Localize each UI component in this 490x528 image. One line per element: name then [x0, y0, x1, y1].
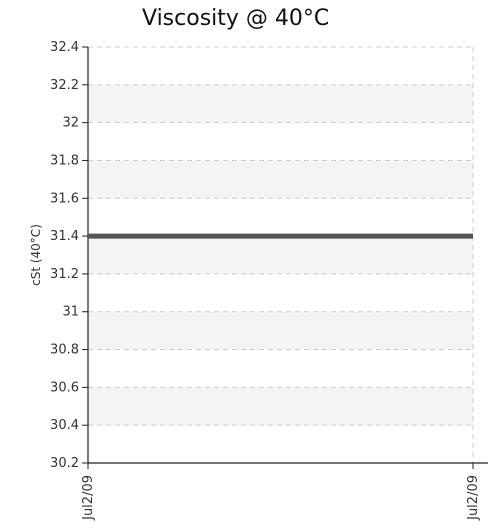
grid-lines — [87, 46, 474, 463]
grid-band — [88, 311, 473, 350]
y-tick-label: 31.6 — [50, 191, 79, 206]
grid-band — [88, 236, 473, 274]
axes — [87, 47, 488, 464]
grid-band — [88, 387, 473, 426]
y-tick-label: 32.2 — [50, 78, 79, 93]
y-tick-label: 30.6 — [50, 380, 79, 395]
chart-title: Viscosity @ 40°C — [142, 6, 329, 31]
y-tick-label: 31.8 — [50, 153, 79, 168]
y-tick-label: 30.8 — [50, 343, 79, 358]
y-tick-label: 30.2 — [50, 456, 79, 471]
grid-bands — [88, 84, 473, 426]
y-tick-label: 30.4 — [50, 418, 79, 433]
y-axis-label: cSt (40°C) — [29, 224, 43, 286]
y-tick-label: 32.4 — [50, 40, 79, 55]
y-axis-ticks: 32.4 32.2 32 31.8 31.6 31.4 31.2 31 30.8 30.6 30.4… — [50, 40, 88, 471]
y-tick-label: 32 — [62, 116, 79, 131]
y-tick-label: 31.2 — [50, 267, 79, 282]
grid-band — [88, 84, 473, 123]
x-tick-label: Jul2/09 — [81, 475, 96, 521]
x-axis-ticks: Jul2/09 Jul2/09 — [81, 463, 481, 521]
y-tick-label: 31.4 — [50, 229, 79, 244]
x-tick-label: Jul2/09 — [466, 475, 481, 521]
grid-band — [88, 160, 473, 199]
y-tick-label: 31 — [62, 305, 79, 320]
